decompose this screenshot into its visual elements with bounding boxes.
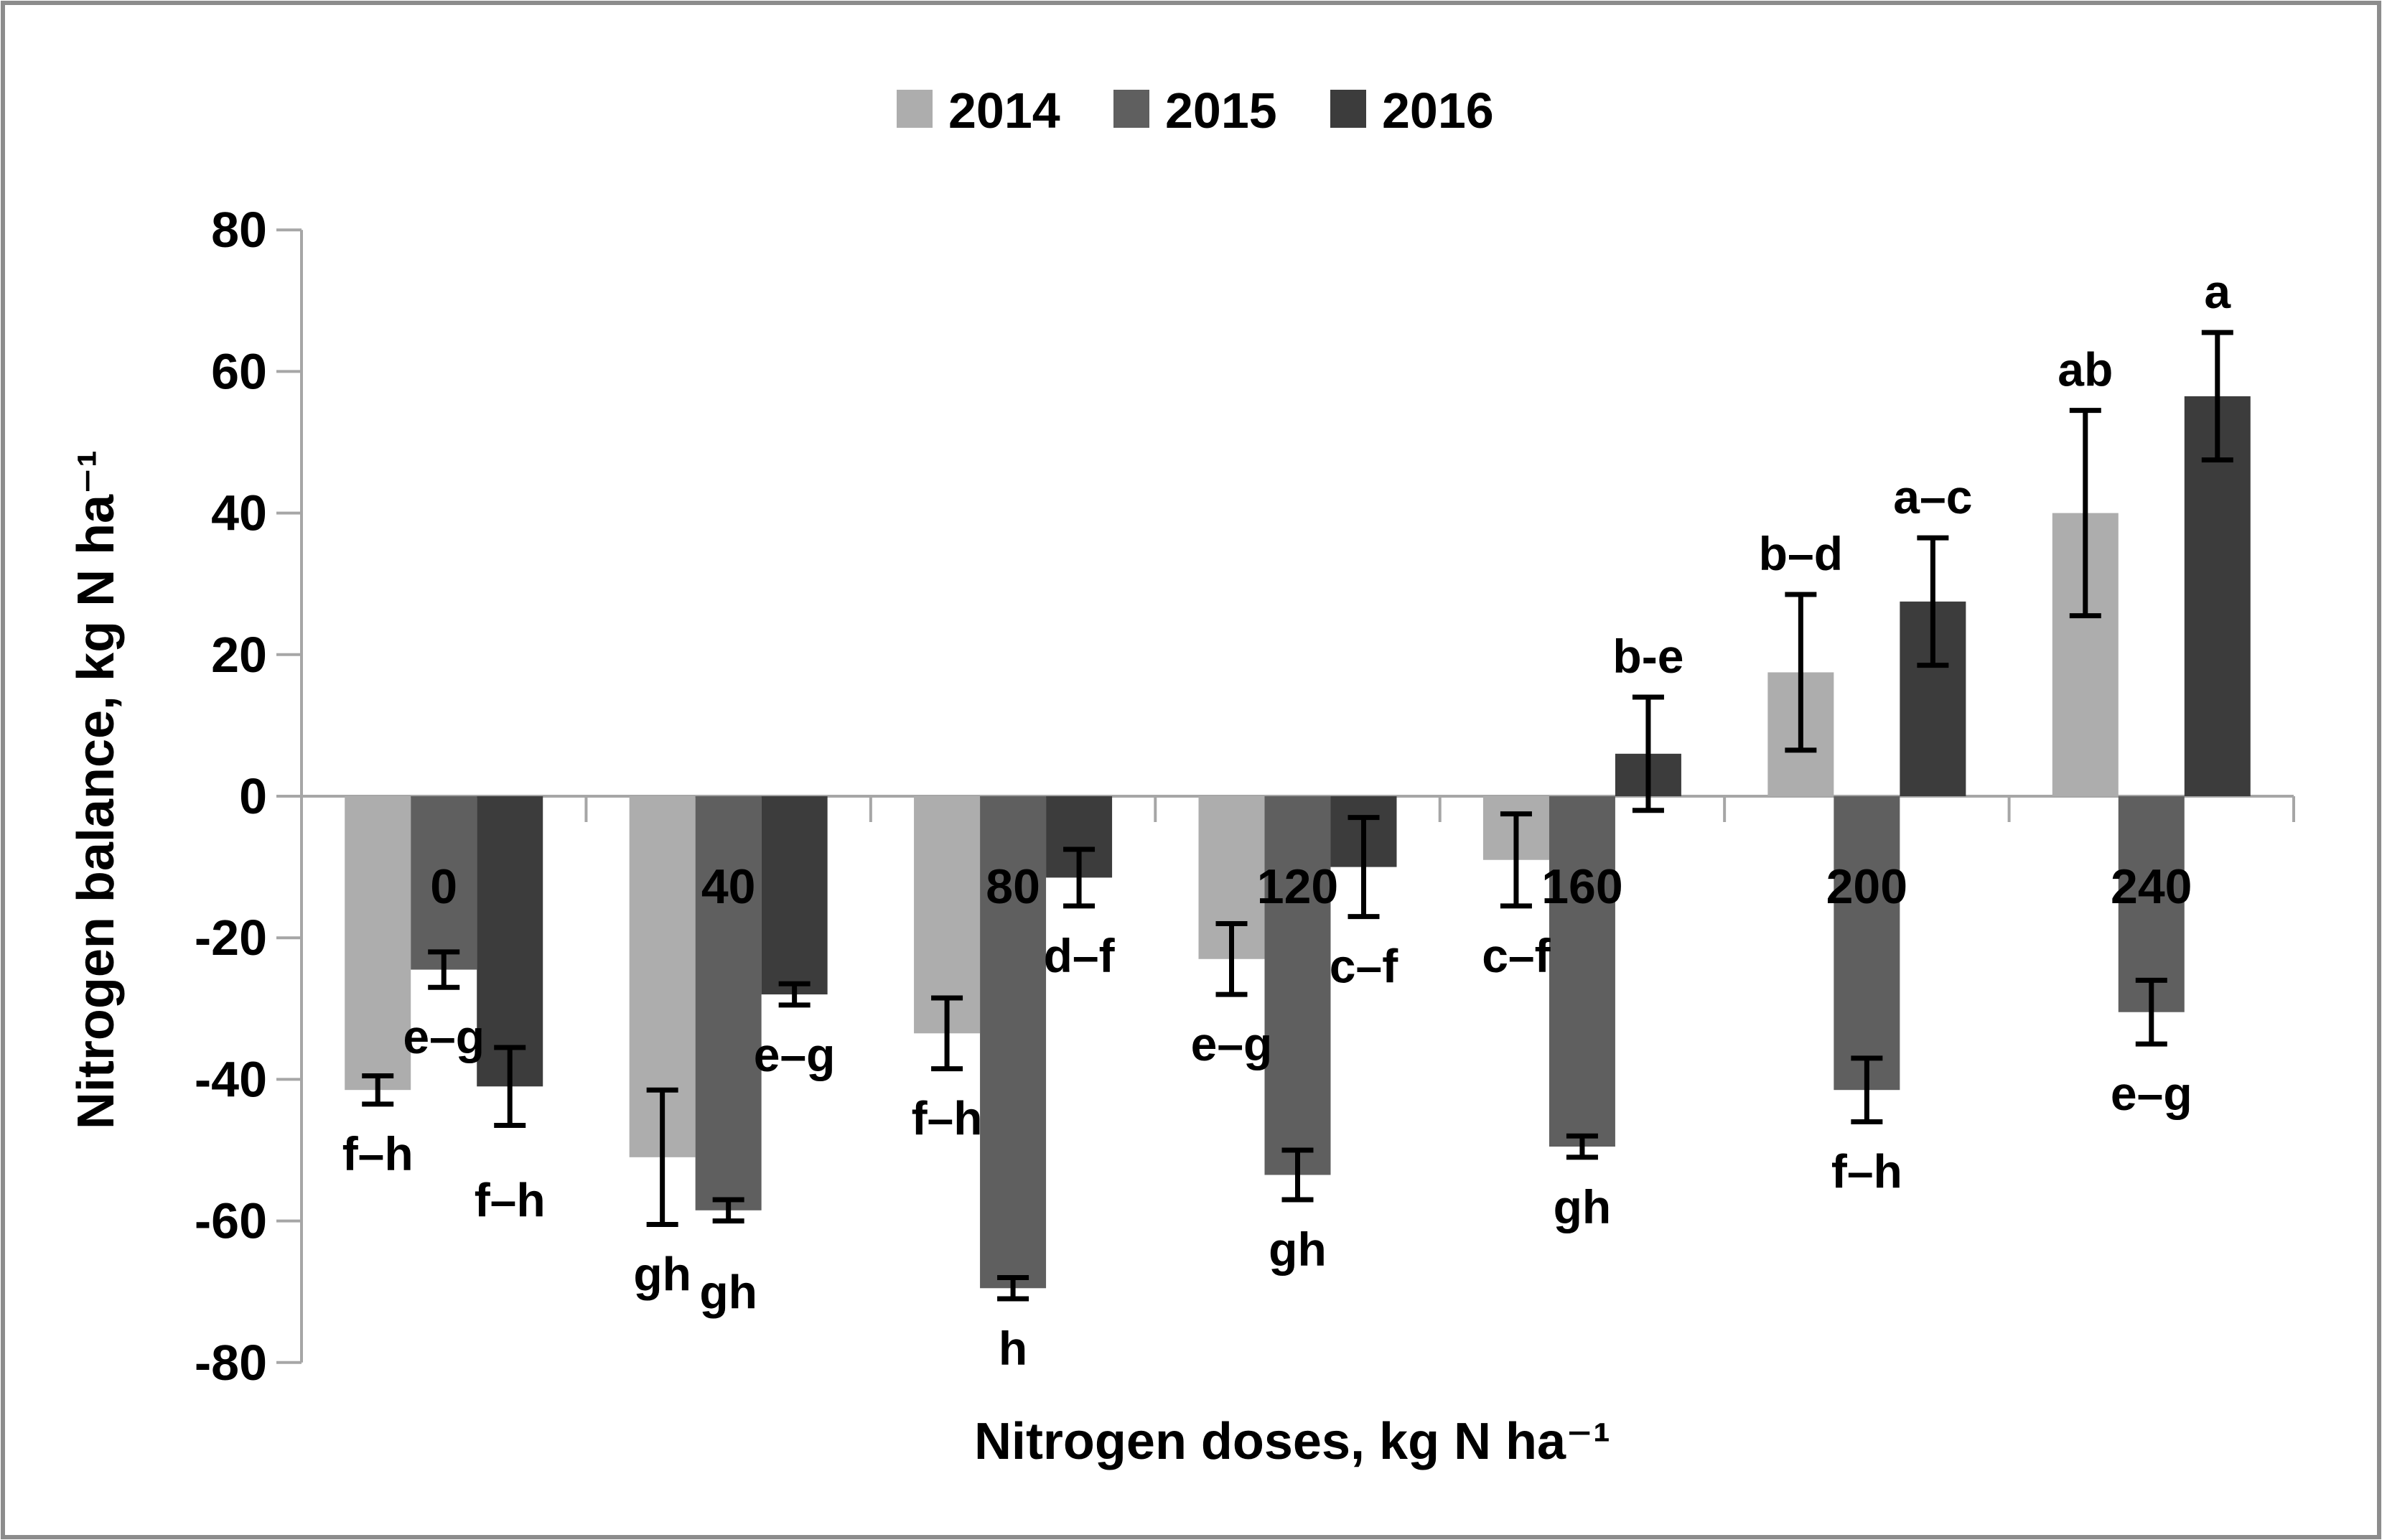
x-tick-label-120: 120 xyxy=(1257,859,1338,914)
sig-letter-2016-dose-80: d–f xyxy=(1044,929,1116,982)
sig-letter-2015-dose-160: gh xyxy=(1554,1180,1612,1233)
legend-swatch-2015 xyxy=(1113,90,1149,128)
bar-2015-dose-120 xyxy=(1264,796,1331,1175)
sig-letter-2014-dose-80: f–h xyxy=(912,1092,983,1145)
bar-2015-dose-200 xyxy=(1834,796,1900,1091)
sig-letter-2014-dose-200: b–d xyxy=(1759,527,1843,580)
legend-label-2015: 2015 xyxy=(1165,83,1277,139)
legend-swatch-2014 xyxy=(897,90,933,128)
x-axis-title: Nitrogen doses, kg N ha⁻¹ xyxy=(974,1413,1610,1470)
legend: 2014 2015 2016 xyxy=(897,83,1494,139)
sig-letter-2016-dose-120: c–f xyxy=(1330,940,1398,993)
y-tick-label-0: 0 xyxy=(239,768,267,824)
x-tick-label-160: 160 xyxy=(1541,859,1622,914)
x-tick-label-80: 80 xyxy=(986,859,1040,914)
legend-item-2014: 2014 xyxy=(897,83,1060,139)
bar-2015-dose-240 xyxy=(2118,796,2185,1012)
sig-letter-2016-dose-0: f–h xyxy=(475,1173,546,1226)
x-tick-label-240: 240 xyxy=(2111,859,2192,914)
x-tick-label-200: 200 xyxy=(1826,859,1907,914)
sig-letter-2014-dose-40: gh xyxy=(633,1248,691,1301)
bar-2016-dose-40 xyxy=(761,796,828,995)
sig-letter-2016-dose-40: e–g xyxy=(754,1028,836,1081)
sig-letter-2015-dose-80: h xyxy=(999,1322,1027,1375)
sig-letter-2016-dose-200: a–c xyxy=(1893,470,1972,523)
y-tick-label-20: 20 xyxy=(211,627,267,683)
bar-2016-dose-0 xyxy=(477,796,543,1087)
x-tick-label-0: 0 xyxy=(430,859,457,914)
legend-item-2015: 2015 xyxy=(1113,83,1277,139)
y-tick-label--60: -60 xyxy=(195,1193,267,1249)
sig-letter-2014-dose-160: c–f xyxy=(1482,929,1551,982)
sig-letter-2014-dose-120: e–g xyxy=(1191,1017,1273,1070)
sig-letter-2015-dose-40: gh xyxy=(699,1266,757,1319)
bar-2014-dose-0 xyxy=(345,796,411,1091)
sig-letter-2015-dose-0: e–g xyxy=(403,1010,485,1063)
plot-area: 806040200-20-40-60-80f–hghf–he–gc–fb–dab… xyxy=(195,202,2295,1391)
sig-letter-2014-dose-0: f–h xyxy=(342,1127,414,1180)
y-tick-label-40: 40 xyxy=(211,485,267,541)
y-tick-label-80: 80 xyxy=(211,202,267,258)
bar-2015-dose-80 xyxy=(980,796,1047,1289)
y-tick-label--80: -80 xyxy=(195,1335,267,1391)
sig-letter-2015-dose-240: e–g xyxy=(2111,1067,2192,1120)
sig-letter-2016-dose-160: b-e xyxy=(1612,630,1683,683)
legend-label-2016: 2016 xyxy=(1382,83,1494,139)
y-axis-title: Nitrogen balance, kg N ha⁻¹ xyxy=(67,450,125,1129)
sig-letter-2015-dose-120: gh xyxy=(1269,1223,1327,1276)
legend-label-2014: 2014 xyxy=(948,83,1060,139)
y-tick-label-60: 60 xyxy=(211,343,267,399)
sig-letter-2016-dose-240: a xyxy=(2204,265,2231,318)
bar-2014-dose-80 xyxy=(914,796,981,1034)
bar-2015-dose-160 xyxy=(1549,796,1615,1147)
y-tick-label--20: -20 xyxy=(195,910,267,966)
legend-item-2016: 2016 xyxy=(1330,83,1494,139)
bar-2015-dose-40 xyxy=(695,796,762,1210)
sig-letter-2014-dose-240: ab xyxy=(2058,343,2113,396)
bar-2015-dose-0 xyxy=(411,796,477,970)
y-tick-label--40: -40 xyxy=(195,1051,267,1107)
legend-swatch-2016 xyxy=(1330,90,1366,128)
bar-2016-dose-240 xyxy=(2184,396,2251,796)
x-tick-label-40: 40 xyxy=(701,859,756,914)
sig-letter-2015-dose-200: f–h xyxy=(1831,1145,1902,1198)
